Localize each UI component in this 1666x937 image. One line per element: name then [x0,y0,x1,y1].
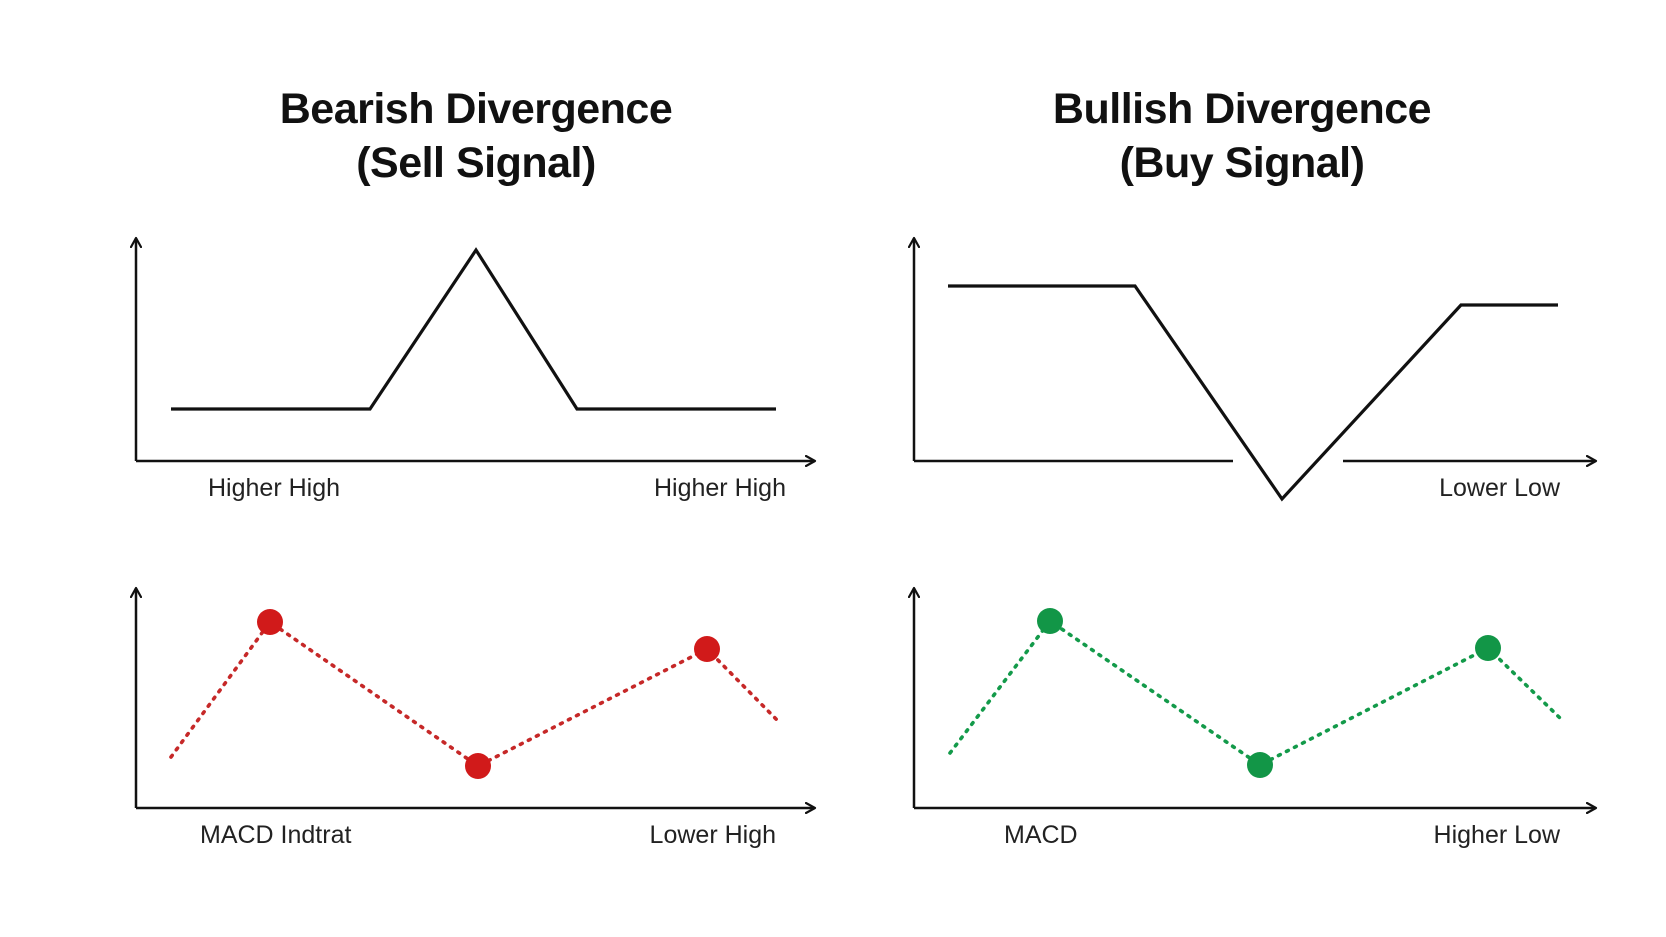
bullish-macd-label-left: MACD [1004,821,1078,849]
bullish-macd-peak-1 [1037,608,1063,634]
bullish-price-line [948,284,1558,502]
bearish-macd-peak-2 [694,636,720,662]
bearish-title-line1: Bearish Divergence [279,85,673,133]
bearish-macd-chart: MACD Indtrat Lower High [136,588,815,849]
bullish-macd-peak-2 [1475,635,1501,661]
bullish-title: Bullish Divergence (Buy Signal) [962,82,1522,190]
bullish-macd-trough [1247,752,1273,778]
bearish-macd-label-left: MACD Indtrat [200,821,351,849]
bearish-title: Bearish Divergence (Sell Signal) [196,82,756,190]
bullish-price-chart: Lower Low [914,238,1596,502]
bearish-macd-trough [465,753,491,779]
bearish-price-label-right: Higher High [654,474,786,502]
bullish-macd-chart: MACD Higher Low [914,588,1596,849]
bearish-macd-peak-1 [257,609,283,635]
bullish-price-label-right: Lower Low [1439,474,1561,502]
bearish-title-line2: (Sell Signal) [356,139,596,187]
bearish-price-line [171,247,776,411]
bullish-macd-line [948,618,1563,768]
bearish-macd-label-right: Lower High [650,821,776,849]
bullish-title-line1: Bullish Divergence [1052,85,1432,133]
bullish-macd-label-right: Higher Low [1434,821,1561,849]
bullish-title-line2: (Buy Signal) [1119,139,1365,187]
bearish-price-label-left: Higher High [208,474,340,502]
bearish-price-chart: Higher High Higher High [136,238,815,502]
bearish-macd-line [169,619,780,769]
